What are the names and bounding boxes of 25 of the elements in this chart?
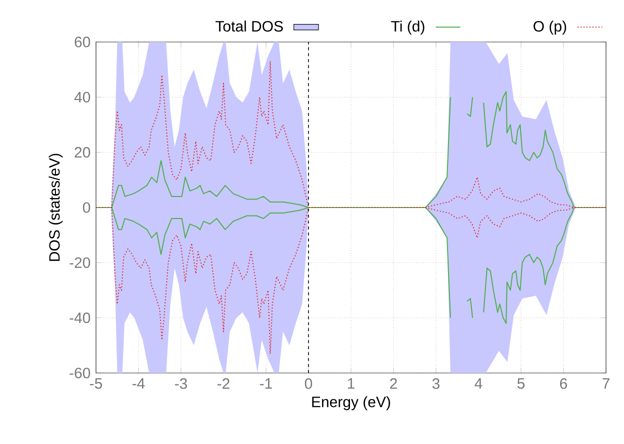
y-tick-label: -20 bbox=[70, 257, 90, 268]
x-tick-label: 4 bbox=[474, 378, 482, 389]
x-tick-label: -4 bbox=[132, 378, 145, 389]
x-tick-label: -1 bbox=[260, 378, 272, 389]
x-tick-label: 0 bbox=[304, 378, 312, 389]
x-tick-label: -3 bbox=[175, 378, 188, 389]
x-tick-label: -2 bbox=[218, 378, 230, 389]
x-tick-label: 5 bbox=[517, 378, 525, 389]
y-tick-label: -60 bbox=[70, 368, 90, 378]
y-tick-label: 60 bbox=[74, 36, 90, 48]
x-tick-label: 6 bbox=[560, 378, 568, 389]
y-tick-label: 0 bbox=[82, 202, 90, 213]
y-axis-title: DOS (states/eV) bbox=[48, 154, 63, 261]
x-tick-label: 7 bbox=[602, 378, 610, 389]
x-tick-label: 2 bbox=[390, 378, 397, 389]
y-tick-label: 40 bbox=[74, 92, 90, 102]
y-tick-label: -40 bbox=[70, 312, 90, 324]
x-axis-title: Energy (eV) bbox=[312, 396, 390, 410]
legend-label: O (p) bbox=[534, 20, 566, 35]
x-tick-label: -5 bbox=[90, 378, 102, 389]
y-tick-label: 20 bbox=[74, 147, 90, 158]
legend-label: Ti (d) bbox=[391, 20, 424, 35]
x-tick-label: 1 bbox=[348, 378, 354, 389]
x-tick-label: 3 bbox=[432, 378, 440, 389]
legend-label: Total DOS bbox=[216, 20, 283, 32]
